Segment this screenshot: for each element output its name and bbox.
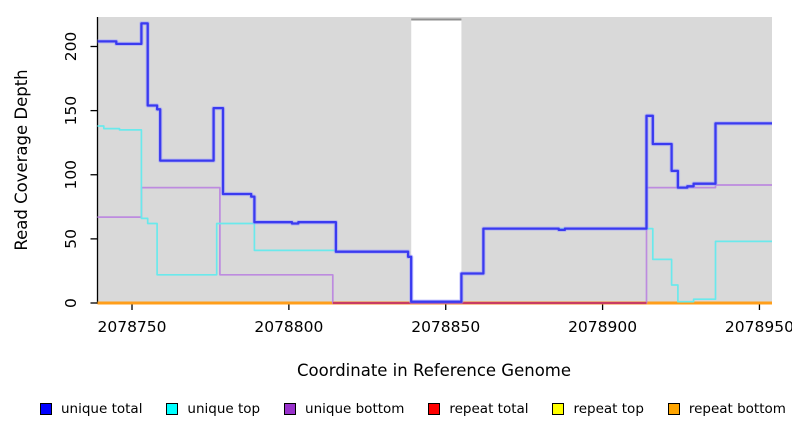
x-tick-label: 2078750 xyxy=(97,318,166,336)
legend-label: unique total xyxy=(61,401,143,417)
repeat-top-swatch-icon xyxy=(552,403,565,415)
tick-labels: 2078750 2078800 2078850 2078900 2078950 0 50 10… xyxy=(62,32,792,336)
x-axis-title: Coordinate in Reference Genome xyxy=(297,361,571,380)
x-tick-label: 2078850 xyxy=(411,318,480,336)
legend-label: repeat bottom xyxy=(688,401,786,417)
series-unique-total-line xyxy=(97,22,772,303)
coverage-gap-region xyxy=(411,18,462,303)
series-layer-over xyxy=(97,21,772,304)
legend-item-repeat-total: repeat total xyxy=(428,401,529,417)
legend-item-unique-top: unique top xyxy=(166,401,260,417)
x-tick-label: 2078950 xyxy=(725,318,792,336)
unique-total-swatch-icon xyxy=(40,403,52,415)
gap-band xyxy=(411,20,462,303)
y-tick-label: 200 xyxy=(62,32,80,62)
repeat-bottom-swatch-icon xyxy=(667,403,680,415)
y-tick-label: 50 xyxy=(62,229,80,249)
repeat-total-swatch-icon xyxy=(428,403,441,415)
legend-label: repeat total xyxy=(449,401,529,417)
legend-label: repeat top xyxy=(573,401,644,417)
legend-item-unique-total: unique total xyxy=(40,401,142,417)
legend-item-repeat-bottom: repeat bottom xyxy=(667,401,786,417)
unique-top-swatch-icon xyxy=(166,403,179,415)
legend-item-unique-bottom: unique bottom xyxy=(284,401,404,417)
plot-canvas: 2078750 2078800 2078850 2078900 2078950 0 50 10… xyxy=(12,17,792,380)
y-tick-label: 100 xyxy=(62,160,80,190)
y-axis-title: Read Coverage Depth xyxy=(12,69,31,250)
legend-label: unique bottom xyxy=(305,401,405,417)
y-tick-label: 0 xyxy=(62,298,80,308)
x-tick-label: 2078900 xyxy=(568,318,637,336)
x-tick-label: 2078800 xyxy=(254,318,323,336)
legend-label: unique top xyxy=(187,401,261,417)
y-tick-label: 150 xyxy=(62,96,80,126)
unique-bottom-swatch-icon xyxy=(284,403,297,415)
legend-item-repeat-top: repeat top xyxy=(552,401,644,417)
legend: unique total unique top unique bottom re… xyxy=(40,398,786,420)
